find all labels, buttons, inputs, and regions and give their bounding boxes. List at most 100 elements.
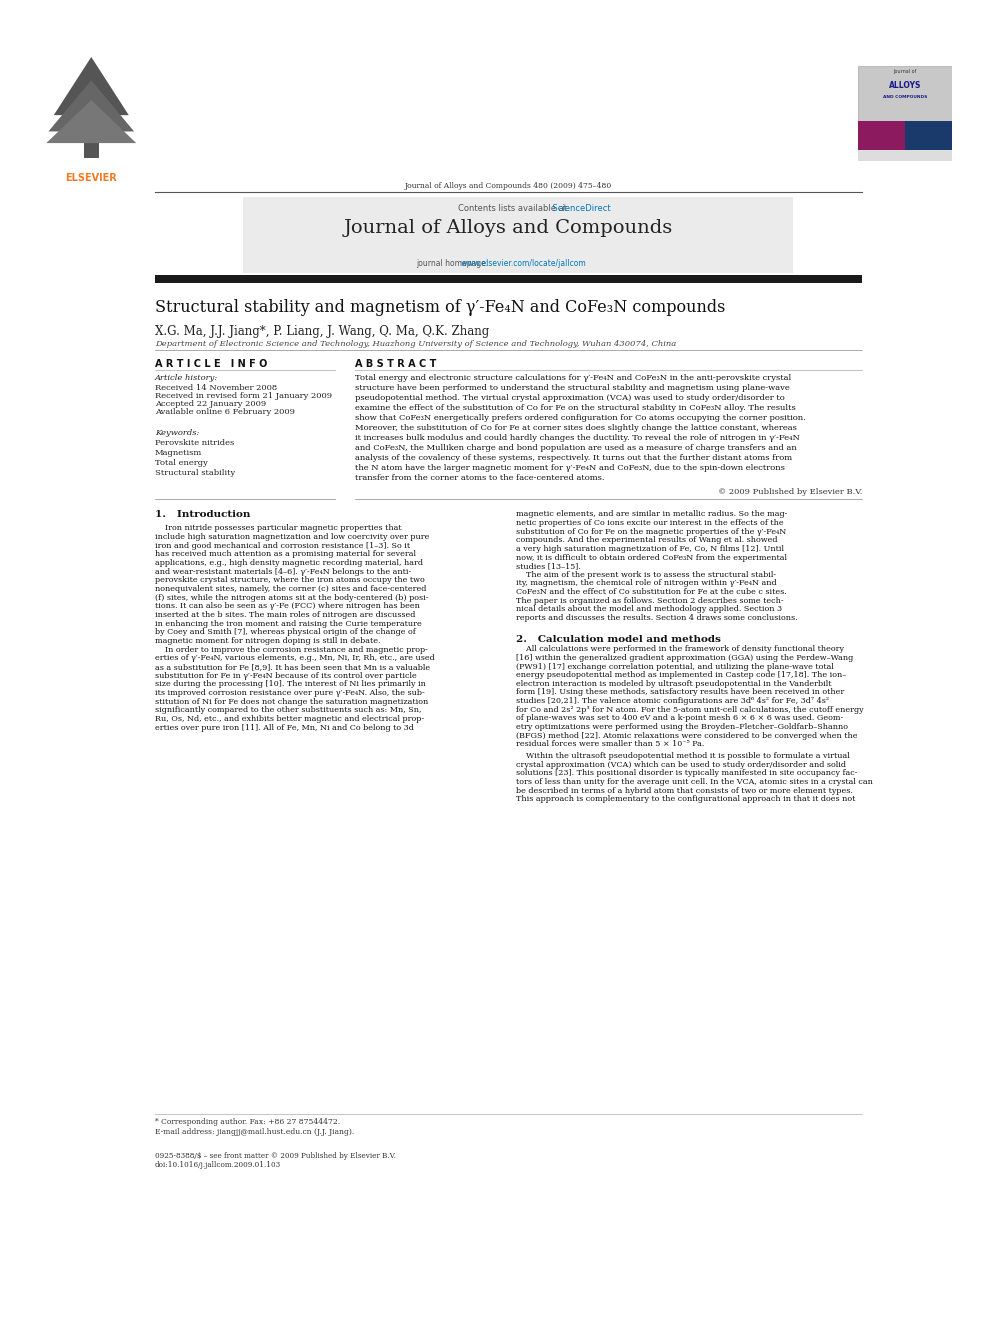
Text: size during the processing [10]. The interest of Ni lies primarily in: size during the processing [10]. The int… (155, 680, 426, 688)
Text: 2.   Calculation model and methods: 2. Calculation model and methods (516, 635, 721, 644)
Text: Total energy: Total energy (155, 459, 207, 467)
Text: CoFe₃N and the effect of Co substitution for Fe at the cube c sites.: CoFe₃N and the effect of Co substitution… (516, 589, 787, 597)
Text: substitution of Co for Fe on the magnetic properties of the γ′-Fe₄N: substitution of Co for Fe on the magneti… (516, 528, 787, 536)
Text: the N atom have the larger magnetic moment for γ′-Fe₄N and CoFe₃N, due to the sp: the N atom have the larger magnetic mome… (355, 463, 785, 471)
Text: it increases bulk modulus and could hardly changes the ductility. To reveal the : it increases bulk modulus and could hard… (355, 434, 800, 442)
Text: (BFGS) method [22]. Atomic relaxations were considered to be converged when the: (BFGS) method [22]. Atomic relaxations w… (516, 732, 858, 740)
Text: be described in terms of a hybrid atom that consists of two or more element type: be described in terms of a hybrid atom t… (516, 787, 853, 795)
Text: (PW91) [17] exchange correlation potential, and utilizing the plane-wave total: (PW91) [17] exchange correlation potenti… (516, 663, 834, 671)
Text: solutions [23]. This positional disorder is typically manifested in site occupan: solutions [23]. This positional disorder… (516, 770, 858, 778)
Bar (155, 275, 862, 283)
Text: X.G. Ma, J.J. Jiang*, P. Liang, J. Wang, Q. Ma, Q.K. Zhang: X.G. Ma, J.J. Jiang*, P. Liang, J. Wang,… (155, 325, 489, 337)
Text: by Coey and Smith [7], whereas physical origin of the change of: by Coey and Smith [7], whereas physical … (155, 628, 416, 636)
Text: studies [20,21]. The valence atomic configurations are 3d⁶ 4s² for Fe, 3d⁷ 4s²: studies [20,21]. The valence atomic conf… (516, 697, 829, 705)
Text: inserted at the b sites. The main roles of nitrogen are discussed: inserted at the b sites. The main roles … (155, 611, 415, 619)
Text: iron and good mechanical and corrosion resistance [1–3]. So it: iron and good mechanical and corrosion r… (155, 542, 410, 550)
Text: Structural stability and magnetism of γ′-Fe₄N and CoFe₃N compounds: Structural stability and magnetism of γ′… (155, 299, 725, 316)
Text: www.elsevier.com/locate/jallcom: www.elsevier.com/locate/jallcom (417, 259, 586, 269)
Text: netic properties of Co ions excite our interest in the effects of the: netic properties of Co ions excite our i… (516, 519, 784, 527)
Text: ity, magnetism, the chemical role of nitrogen within γ′-Fe₄N and: ity, magnetism, the chemical role of nit… (516, 579, 777, 587)
Text: show that CoFe₃N energetically prefers ordered configuration for Co atoms occupy: show that CoFe₃N energetically prefers o… (355, 414, 806, 422)
Text: and wear-resistant materials [4–6]. γ′-Fe₄N belongs to the anti-: and wear-resistant materials [4–6]. γ′-F… (155, 568, 411, 576)
Text: and CoFe₃N, the Mulliken charge and bond population are used as a measure of cha: and CoFe₃N, the Mulliken charge and bond… (355, 443, 797, 451)
Text: a very high saturation magnetization of Fe, Co, N films [12]. Until: a very high saturation magnetization of … (516, 545, 784, 553)
Text: Journal of: Journal of (894, 69, 917, 74)
Text: energy pseudopotential method as implemented in Castep code [17,18]. The ion–: energy pseudopotential method as impleme… (516, 671, 846, 679)
Text: pseudopotential method. The virtual crystal approximation (VCA) was used to stud: pseudopotential method. The virtual crys… (355, 394, 785, 402)
Text: magnetic moment for nitrogen doping is still in debate.: magnetic moment for nitrogen doping is s… (155, 638, 380, 646)
Text: Received 14 November 2008: Received 14 November 2008 (155, 384, 277, 392)
Text: * Corresponding author. Fax: +86 27 87544472.: * Corresponding author. Fax: +86 27 8754… (155, 1118, 340, 1126)
Text: Accepted 22 January 2009: Accepted 22 January 2009 (155, 400, 266, 409)
Text: 0925-8388/$ – see front matter © 2009 Published by Elsevier B.V.: 0925-8388/$ – see front matter © 2009 Pu… (155, 1152, 396, 1160)
Text: crystal approximation (VCA) which can be used to study order/disorder and solid: crystal approximation (VCA) which can be… (516, 761, 846, 769)
Text: etry optimizations were performed using the Broyden–Fletcher–Goldfarb–Shanno: etry optimizations were performed using … (516, 724, 848, 732)
Text: examine the effect of the substitution of Co for Fe on the structural stability : examine the effect of the substitution o… (355, 404, 796, 411)
Text: nical details about the model and methodology applied. Section 3: nical details about the model and method… (516, 606, 783, 614)
Text: Keywords:: Keywords: (155, 429, 199, 437)
Text: A B S T R A C T: A B S T R A C T (355, 360, 436, 369)
Text: Within the ultrasoft pseudopotential method it is possible to formulate a virtua: Within the ultrasoft pseudopotential met… (516, 753, 850, 761)
Text: Moreover, the substitution of Co for Fe at corner sites does slightly change the: Moreover, the substitution of Co for Fe … (355, 423, 797, 431)
Text: ELSEVIER: ELSEVIER (65, 173, 117, 184)
Text: ALLOYS: ALLOYS (889, 82, 922, 90)
Text: A R T I C L E   I N F O: A R T I C L E I N F O (155, 360, 267, 369)
Text: (f) sites, while the nitrogen atoms sit at the body-centered (b) posi-: (f) sites, while the nitrogen atoms sit … (155, 594, 429, 602)
Text: In order to improve the corrosion resistance and magnetic prop-: In order to improve the corrosion resist… (155, 646, 428, 654)
Text: erties over pure iron [11]. All of Fe, Mn, Ni and Co belong to 3d: erties over pure iron [11]. All of Fe, M… (155, 724, 414, 732)
Text: transfer from the corner atoms to the face-centered atoms.: transfer from the corner atoms to the fa… (355, 474, 604, 482)
Text: reports and discusses the results. Section 4 draws some conclusions.: reports and discusses the results. Secti… (516, 614, 798, 622)
Text: substitution for Fe in γ′-Fe₄N because of its control over particle: substitution for Fe in γ′-Fe₄N because o… (155, 672, 417, 680)
Text: stitution of Ni for Fe does not change the saturation magnetization: stitution of Ni for Fe does not change t… (155, 697, 428, 705)
Text: Available online 6 February 2009: Available online 6 February 2009 (155, 409, 295, 417)
Text: in enhancing the iron moment and raising the Curie temperature: in enhancing the iron moment and raising… (155, 619, 422, 627)
Bar (858, 122, 905, 149)
Text: include high saturation magnetization and low coercivity over pure: include high saturation magnetization an… (155, 533, 430, 541)
Text: [16] within the generalized gradient approximation (GGA) using the Perdew–Wang: [16] within the generalized gradient app… (516, 654, 853, 662)
Text: its improved corrosion resistance over pure γ′-Fe₄N. Also, the sub-: its improved corrosion resistance over p… (155, 689, 425, 697)
Text: for Co and 2s² 2p³ for N atom. For the 5-atom unit-cell calculations, the cutoff: for Co and 2s² 2p³ for N atom. For the 5… (516, 705, 864, 714)
Text: applications, e.g., high density magnetic recording material, hard: applications, e.g., high density magneti… (155, 560, 423, 568)
Bar (83, 138, 99, 159)
Text: analysis of the covalency of these systems, respectively. It turns out that the : analysis of the covalency of these syste… (355, 454, 792, 462)
Bar (243, 197, 793, 273)
Polygon shape (54, 57, 129, 115)
Text: electron interaction is modeled by ultrasoft pseudopotential in the Vanderbilt: electron interaction is modeled by ultra… (516, 680, 831, 688)
Text: has received much attention as a promising material for several: has received much attention as a promisi… (155, 550, 416, 558)
Text: perovskite crystal structure, where the iron atoms occupy the two: perovskite crystal structure, where the … (155, 577, 425, 585)
Text: Total energy and electronic structure calculations for γ′-Fe₄N and CoFe₃N in the: Total energy and electronic structure ca… (355, 373, 791, 382)
Text: compounds. And the experimental results of Wang et al. showed: compounds. And the experimental results … (516, 536, 778, 544)
Text: E-mail address: jiangjj@mail.hust.edu.cn (J.J. Jiang).: E-mail address: jiangjj@mail.hust.edu.cn… (155, 1127, 354, 1135)
Polygon shape (49, 81, 134, 131)
Bar (858, 66, 952, 122)
Text: Magnetism: Magnetism (155, 448, 202, 456)
Text: tors of less than unity for the average unit cell. In the VCA, atomic sites in a: tors of less than unity for the average … (516, 778, 873, 786)
Text: as a substitution for Fe [8,9]. It has been seen that Mn is a valuable: as a substitution for Fe [8,9]. It has b… (155, 663, 430, 671)
Text: structure have been performed to understand the structural stability and magneti: structure have been performed to underst… (355, 384, 790, 392)
Text: tions. It can also be seen as γ′-Fe (FCC) where nitrogen has been: tions. It can also be seen as γ′-Fe (FCC… (155, 602, 420, 610)
Text: Contents lists available at: Contents lists available at (458, 204, 570, 213)
Text: Iron nitride possesses particular magnetic properties that: Iron nitride possesses particular magnet… (155, 524, 402, 532)
Text: ScienceDirect: ScienceDirect (458, 204, 611, 213)
Text: Article history:: Article history: (155, 373, 218, 382)
Text: Journal of Alloys and Compounds 480 (2009) 475–480: Journal of Alloys and Compounds 480 (200… (405, 183, 612, 191)
Text: journal homepage:: journal homepage: (417, 259, 491, 269)
Text: magnetic elements, and are similar in metallic radius. So the mag-: magnetic elements, and are similar in me… (516, 511, 788, 519)
Text: Structural stability: Structural stability (155, 470, 235, 478)
Text: form [19]. Using these methods, satisfactory results have been received in other: form [19]. Using these methods, satisfac… (516, 688, 844, 696)
Text: Perovskite nitrides: Perovskite nitrides (155, 439, 234, 447)
Text: nonequivalent sites, namely, the corner (c) sites and face-centered: nonequivalent sites, namely, the corner … (155, 585, 427, 593)
Text: 1.   Introduction: 1. Introduction (155, 511, 250, 519)
Text: The aim of the present work is to assess the structural stabil-: The aim of the present work is to assess… (516, 570, 776, 579)
Polygon shape (47, 101, 136, 143)
Bar (905, 122, 952, 149)
Text: This approach is complementary to the configurational approach in that it does n: This approach is complementary to the co… (516, 795, 855, 803)
Text: doi:10.1016/j.jallcom.2009.01.103: doi:10.1016/j.jallcom.2009.01.103 (155, 1162, 281, 1170)
Text: significantly compared to the other substituents such as: Mn, Sn,: significantly compared to the other subs… (155, 706, 422, 714)
Text: residual forces were smaller than 5 × 10⁻⁵ Pa.: residual forces were smaller than 5 × 10… (516, 741, 704, 749)
Text: Received in revised form 21 January 2009: Received in revised form 21 January 2009 (155, 392, 332, 400)
Text: erties of γ′-Fe₄N, various elements, e.g., Mn, Ni, Ir, Rh, etc., are used: erties of γ′-Fe₄N, various elements, e.g… (155, 655, 434, 663)
Text: of plane-waves was set to 400 eV and a k-point mesh 6 × 6 × 6 was used. Geom-: of plane-waves was set to 400 eV and a k… (516, 714, 843, 722)
Text: © 2009 Published by Elsevier B.V.: © 2009 Published by Elsevier B.V. (717, 488, 862, 496)
Text: All calculations were performed in the framework of density functional theory: All calculations were performed in the f… (516, 646, 844, 654)
